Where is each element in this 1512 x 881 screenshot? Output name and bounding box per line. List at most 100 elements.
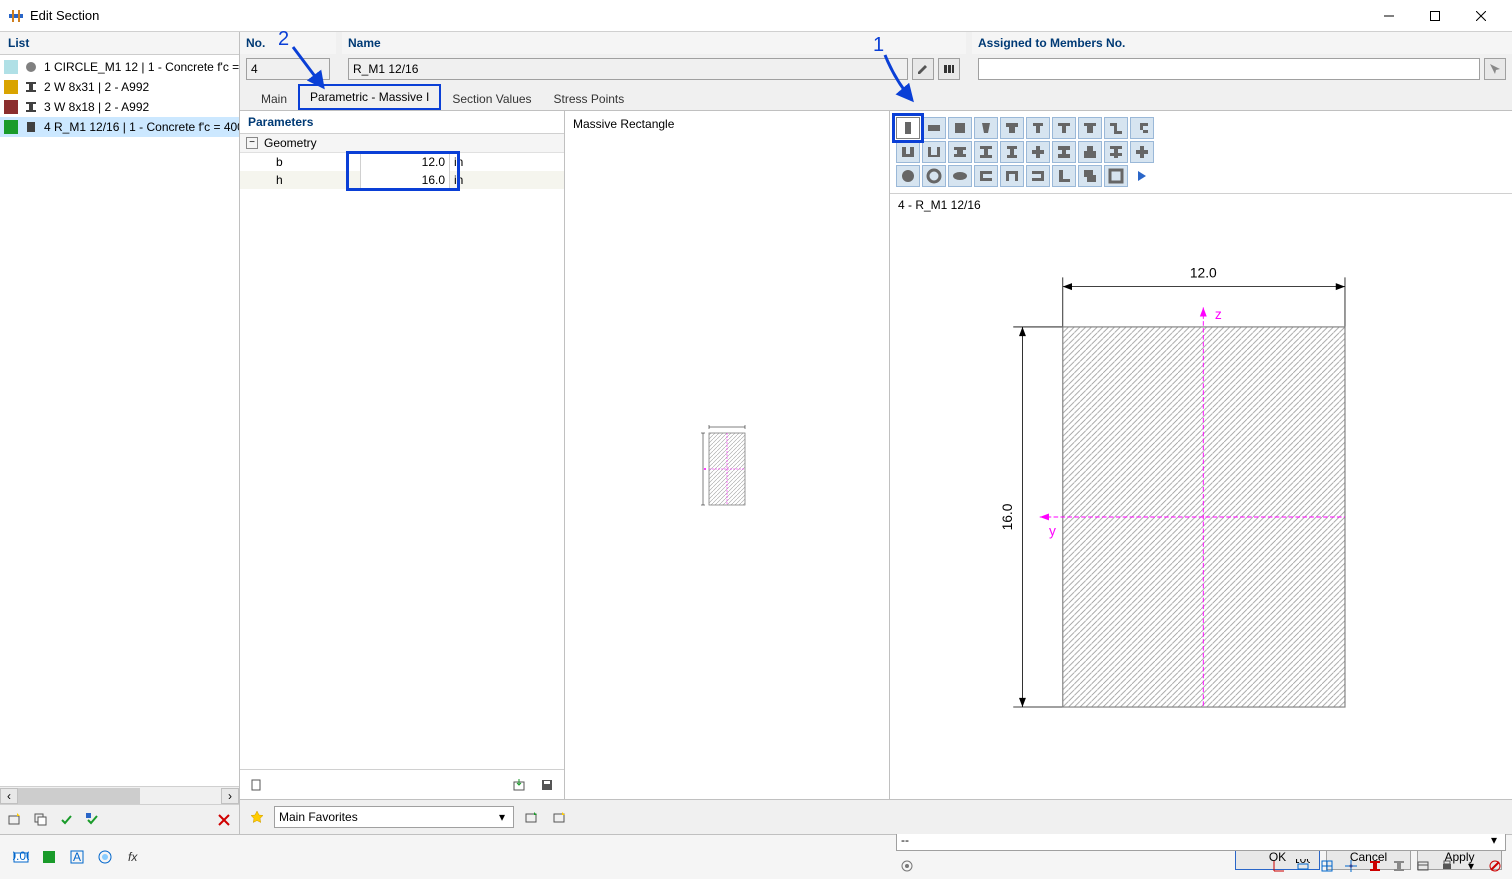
section-list: 1 CIRCLE_M1 12 | 1 - Concrete f'c = 40 2… bbox=[0, 55, 239, 786]
shape-circle[interactable] bbox=[896, 165, 920, 187]
list-hscrollbar[interactable]: ‹ › bbox=[0, 786, 239, 804]
svg-text:fx: fx bbox=[128, 850, 138, 864]
shape-chan1[interactable] bbox=[974, 165, 998, 187]
shape-more[interactable] bbox=[1130, 165, 1154, 187]
tool-axes-button[interactable] bbox=[1268, 855, 1290, 877]
list-item[interactable]: 1 CIRCLE_M1 12 | 1 - Concrete f'c = 40 bbox=[0, 57, 239, 77]
shape-tee3[interactable] bbox=[1052, 117, 1076, 139]
list-header: List bbox=[0, 32, 239, 55]
tool-values-button[interactable] bbox=[1412, 855, 1434, 877]
tab-main[interactable]: Main bbox=[250, 87, 298, 110]
shape-chan2[interactable] bbox=[1000, 165, 1024, 187]
shape-i1[interactable] bbox=[974, 141, 998, 163]
footer-tool-2[interactable] bbox=[38, 846, 60, 868]
shape-box[interactable] bbox=[1104, 165, 1128, 187]
scroll-thumb[interactable] bbox=[18, 788, 140, 804]
list-item[interactable]: 4 R_M1 12/16 | 1 - Concrete f'c = 4000 bbox=[0, 117, 239, 137]
parameter-group[interactable]: − Geometry bbox=[240, 134, 564, 153]
list-item[interactable]: 3 W 8x18 | 2 - A992 bbox=[0, 97, 239, 117]
shape-i2[interactable] bbox=[1000, 141, 1024, 163]
delete-button[interactable] bbox=[213, 809, 235, 831]
shape-l2[interactable] bbox=[1130, 117, 1154, 139]
param-label: h bbox=[240, 173, 360, 187]
shape-tee2[interactable] bbox=[1026, 117, 1050, 139]
favorites-new-button[interactable] bbox=[548, 806, 570, 828]
shape-rect-h[interactable] bbox=[922, 117, 946, 139]
shape-u2[interactable] bbox=[922, 141, 946, 163]
shape-z[interactable] bbox=[1078, 165, 1102, 187]
preview-title: Massive Rectangle bbox=[565, 111, 889, 137]
shape-t6[interactable] bbox=[1130, 141, 1154, 163]
scroll-right-icon[interactable]: › bbox=[221, 788, 239, 804]
tool-grid-button[interactable] bbox=[1316, 855, 1338, 877]
shape-l1[interactable] bbox=[1104, 117, 1128, 139]
scroll-left-icon[interactable]: ‹ bbox=[0, 788, 18, 804]
z-axis-label: z bbox=[1215, 306, 1222, 322]
minimize-button[interactable] bbox=[1366, 1, 1412, 31]
footer-tool-5[interactable]: fx bbox=[122, 846, 144, 868]
color-swatch bbox=[4, 60, 18, 74]
shape-tee[interactable] bbox=[1000, 117, 1024, 139]
svg-text:0.00: 0.00 bbox=[13, 849, 29, 863]
close-button[interactable] bbox=[1458, 1, 1504, 31]
shape-tee4[interactable] bbox=[1078, 117, 1102, 139]
tool-dim-button[interactable]: 100 bbox=[1292, 855, 1314, 877]
shape-rect-v[interactable] bbox=[896, 117, 920, 139]
list-toolbar bbox=[0, 804, 239, 834]
shape-square[interactable] bbox=[948, 117, 972, 139]
tab-stress-points[interactable]: Stress Points bbox=[543, 87, 636, 110]
save-params-button[interactable] bbox=[536, 774, 558, 796]
tool-gear-button[interactable] bbox=[896, 855, 918, 877]
shape-trap[interactable] bbox=[974, 117, 998, 139]
new-item-button[interactable] bbox=[4, 809, 26, 831]
footer-tool-4[interactable] bbox=[94, 846, 116, 868]
circle-icon bbox=[24, 60, 38, 74]
collapse-icon[interactable]: − bbox=[246, 137, 258, 149]
tool-i1-button[interactable] bbox=[1364, 855, 1386, 877]
maximize-button[interactable] bbox=[1412, 1, 1458, 31]
copy-item-button[interactable] bbox=[30, 809, 52, 831]
shape-chan3[interactable] bbox=[1026, 165, 1050, 187]
shape-ellipse[interactable] bbox=[948, 165, 972, 187]
tool-center-button[interactable] bbox=[1340, 855, 1362, 877]
param-unit: in bbox=[450, 173, 480, 187]
shape-tshape[interactable] bbox=[1078, 141, 1102, 163]
favorite-star-button[interactable] bbox=[246, 806, 268, 828]
tab-parametric[interactable]: Parametric - Massive I bbox=[298, 84, 441, 110]
pick-members-button[interactable] bbox=[1484, 58, 1506, 80]
check-button[interactable] bbox=[56, 809, 78, 831]
preview-panel: Massive Rectangle bbox=[565, 111, 890, 799]
shape-ring[interactable] bbox=[922, 165, 946, 187]
library-button[interactable] bbox=[938, 58, 960, 80]
shape-t5[interactable] bbox=[1104, 141, 1128, 163]
favorites-add-button[interactable] bbox=[520, 806, 542, 828]
assign-label: Assigned to Members No. bbox=[972, 32, 1512, 54]
tool-i2-button[interactable] bbox=[1388, 855, 1410, 877]
scroll-track[interactable] bbox=[18, 788, 221, 804]
shape-u1[interactable] bbox=[896, 141, 920, 163]
favorites-label: Main Favorites bbox=[279, 810, 358, 824]
tool-dropdown-button[interactable]: ▾ bbox=[1460, 855, 1482, 877]
copy-params-button[interactable] bbox=[246, 774, 268, 796]
tool-print-button[interactable] bbox=[1436, 855, 1458, 877]
footer-tool-1[interactable]: 0.00 bbox=[10, 846, 32, 868]
no-input[interactable] bbox=[246, 58, 330, 80]
tool-stress-button[interactable] bbox=[1484, 855, 1506, 877]
favorites-combo[interactable]: Main Favorites ▾ bbox=[274, 806, 514, 828]
shape-u3[interactable] bbox=[948, 141, 972, 163]
assign-input[interactable] bbox=[978, 58, 1480, 80]
name-input[interactable] bbox=[348, 58, 908, 80]
footer-tool-3[interactable]: A bbox=[66, 846, 88, 868]
list-item[interactable]: 2 W 8x31 | 2 - A992 bbox=[0, 77, 239, 97]
tab-section-values[interactable]: Section Values bbox=[441, 87, 542, 110]
check2-button[interactable] bbox=[82, 809, 104, 831]
param-value-h[interactable]: 16.0 bbox=[360, 171, 450, 189]
combo-value: -- bbox=[901, 833, 909, 847]
shape-ishape[interactable] bbox=[1052, 141, 1076, 163]
list-item-label: 2 W 8x31 | 2 - A992 bbox=[44, 80, 149, 94]
shape-cross[interactable] bbox=[1026, 141, 1050, 163]
shape-l3[interactable] bbox=[1052, 165, 1076, 187]
param-value-b[interactable]: 12.0 bbox=[360, 153, 450, 171]
import-button[interactable] bbox=[508, 774, 530, 796]
edit-name-button[interactable] bbox=[912, 58, 934, 80]
